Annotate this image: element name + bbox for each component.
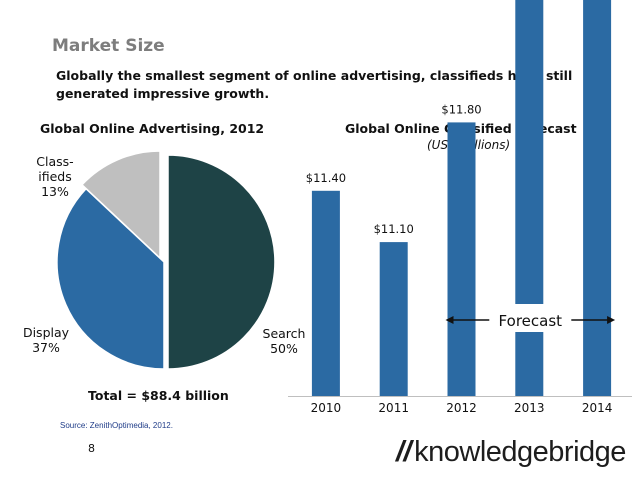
- bar-category-label-2012: 2012: [446, 401, 477, 415]
- pie-pct-classifieds: 13%: [41, 184, 69, 199]
- bar-value-label-2011: $11.10: [374, 222, 414, 236]
- pie-slice-classifieds: [80, 150, 161, 260]
- pie-chart-title: Global Online Advertising, 2012: [40, 121, 265, 136]
- bar-value-label-2010: $11.40: [306, 171, 346, 185]
- bar-2010: [311, 190, 340, 396]
- bar-category-label-2011: 2011: [378, 401, 409, 415]
- forecast-annotation: Forecast: [445, 312, 616, 330]
- pie-label-classifieds-line2: ifieds: [38, 169, 71, 184]
- bar-category-label-2013: 2013: [514, 401, 545, 415]
- pie-label-classifieds-line1: Class-: [36, 154, 73, 169]
- bar-2012: [447, 122, 476, 397]
- bar-value-label-2012: $11.80: [441, 102, 481, 116]
- source-note: Source: ZenithOptimedia, 2012.: [60, 421, 173, 430]
- bar-2014: [583, 0, 612, 396]
- pie-pct-display: 37%: [32, 340, 60, 355]
- bar-2011: [379, 242, 408, 396]
- bar-category-label-2014: 2014: [582, 401, 613, 415]
- pie-slice-display: [56, 187, 165, 370]
- slide-title: Market Size: [52, 36, 165, 56]
- pie-label-display: Display: [23, 325, 70, 340]
- bar-2013-lower: [515, 332, 544, 396]
- forecast-arrowhead-right: [607, 316, 616, 324]
- logo-slash: //: [396, 436, 412, 468]
- knowledgebridge-logo: //knowledgebridge: [396, 436, 626, 469]
- slide-subtitle: Globally the smallest segment of online …: [56, 68, 573, 101]
- bar-category-label-2010: 2010: [311, 401, 342, 415]
- forecast-label: Forecast: [499, 312, 563, 330]
- logo-word-knowledge: knowledge: [414, 436, 549, 468]
- pie-total-label: Total = $88.4 billion: [88, 388, 229, 403]
- forecast-arrowhead-left: [445, 316, 454, 324]
- logo-word-bridge: bridge: [548, 436, 626, 468]
- pie-slice-search: [167, 154, 276, 370]
- pie-pct-search: 50%: [270, 341, 298, 356]
- page-number: 8: [88, 442, 95, 455]
- bar-2013-upper: [515, 0, 544, 304]
- pie-label-search: Search: [263, 326, 306, 341]
